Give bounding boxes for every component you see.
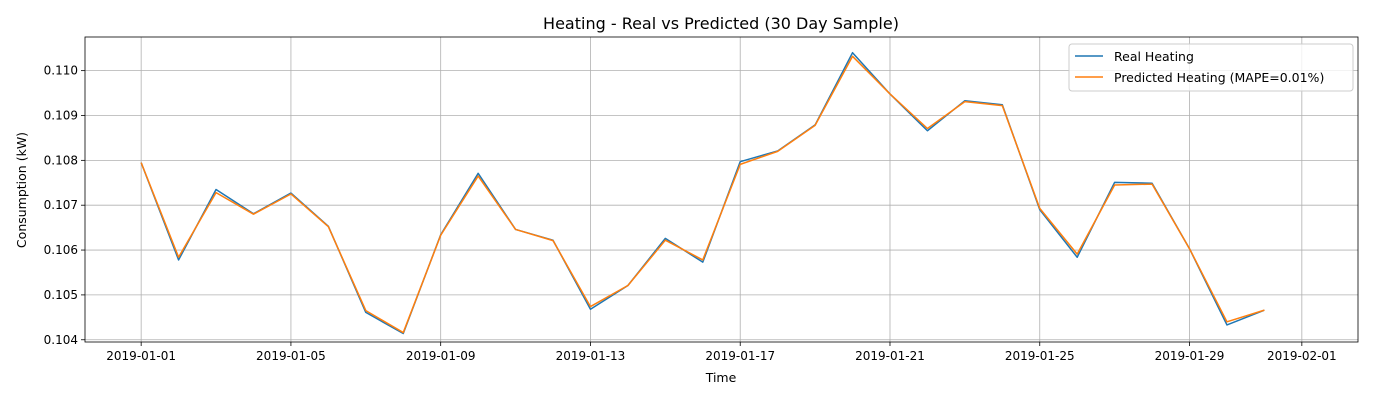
x-tick-label: 2019-01-05: [256, 349, 326, 363]
plot-frame: [84, 36, 1359, 343]
x-tick-label: 2019-01-01: [106, 349, 176, 363]
x-axis-title: Time: [705, 370, 737, 385]
y-tick-label: 0.110: [44, 64, 78, 78]
y-tick-label: 0.108: [44, 153, 78, 167]
x-tick-label: 2019-01-25: [1005, 349, 1075, 363]
x-tick-label: 2019-02-01: [1267, 349, 1337, 363]
x-axis: 2019-01-01 2019-01-05 2019-01-09 2019-01-13…: [106, 342, 1337, 363]
legend-label-real-heating: Real Heating: [1114, 49, 1194, 64]
x-tick-label: 2019-01-29: [1155, 349, 1225, 363]
legend-box: [1068, 43, 1354, 92]
x-tick-label: 2019-01-13: [556, 349, 626, 363]
y-tick-label: 0.104: [44, 333, 78, 347]
y-tick-label: 0.105: [44, 288, 78, 302]
y-tick-label: 0.106: [44, 243, 78, 257]
predicted-heating-line: [140, 55, 1265, 334]
y-tick-label: 0.109: [44, 108, 78, 122]
legend-label-predicted-heating: Predicted Heating (MAPE=0.01%): [1114, 70, 1324, 85]
chart-title: Heating - Real vs Predicted (30 Day Samp…: [543, 14, 899, 33]
legend: Real Heating Predicted Heating (MAPE=0.0…: [1068, 43, 1354, 92]
plot-series: [140, 51, 1265, 335]
y-tick-label: 0.107: [44, 198, 78, 212]
x-tick-label: 2019-01-17: [705, 349, 775, 363]
y-axis-title: Consumption (kW): [14, 132, 29, 248]
x-tick-label: 2019-01-09: [406, 349, 476, 363]
y-axis: 0.104 0.105 0.106 0.107 0.108 0.109 0.110: [44, 64, 85, 347]
x-tick-label: 2019-01-21: [855, 349, 925, 363]
